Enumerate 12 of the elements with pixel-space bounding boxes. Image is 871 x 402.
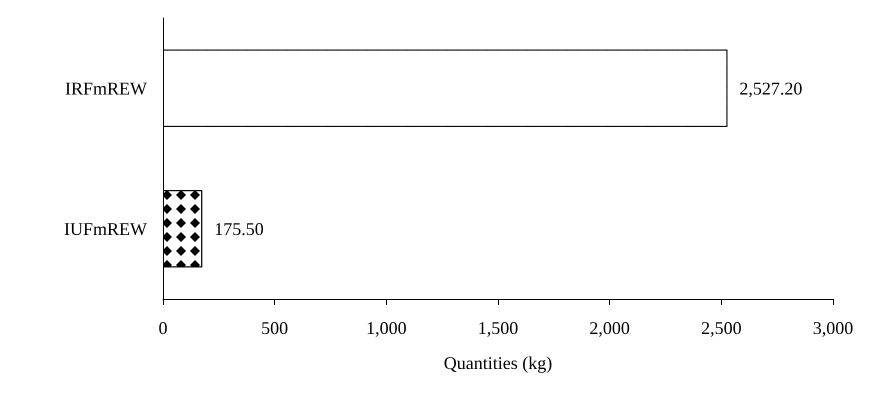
y-tick-label: IRFmREW — [64, 78, 147, 98]
x-tick-label: 3,000 — [812, 318, 854, 338]
y-tick-label: IUFmREW — [64, 218, 148, 239]
data-label: 175.50 — [214, 218, 264, 239]
data-label: 2,527.20 — [739, 78, 802, 98]
x-tick-label: 0 — [158, 318, 168, 338]
x-tick-label: 2,500 — [701, 318, 742, 338]
x-tick-label: 500 — [261, 318, 288, 338]
x-tick-label: 2,000 — [589, 318, 630, 338]
x-tick-label: 1,500 — [478, 318, 518, 338]
x-axis-title: Quantities (kg) — [444, 353, 552, 373]
x-tick-label: 1,000 — [366, 318, 407, 338]
